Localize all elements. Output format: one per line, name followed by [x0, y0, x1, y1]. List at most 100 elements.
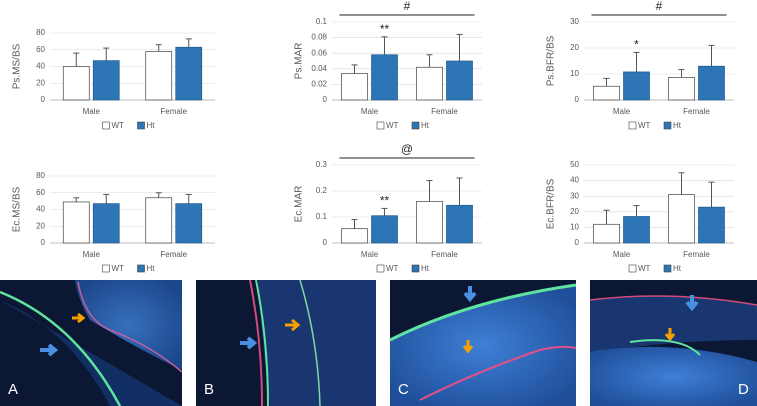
- legend-swatch: [411, 121, 420, 130]
- y-tick-label: 0.3: [316, 160, 328, 169]
- significance-mark: #: [404, 0, 411, 13]
- legend-swatch: [411, 264, 420, 273]
- x-tick-label: Female: [431, 250, 458, 259]
- significance-mark: **: [380, 22, 390, 36]
- y-tick-label: 60: [36, 188, 45, 197]
- legend-label: WT: [112, 121, 125, 130]
- y-axis-label: Ps.MAR: [294, 43, 305, 80]
- bar: [623, 71, 650, 101]
- legend-swatch: [376, 121, 385, 130]
- y-tick-label: 0.02: [311, 80, 327, 89]
- bar: [371, 54, 398, 101]
- legend-label: WT: [386, 121, 399, 130]
- x-tick-label: Female: [160, 250, 187, 259]
- y-tick-label: 0: [323, 95, 328, 104]
- bar: [593, 223, 620, 244]
- bar: [416, 201, 443, 244]
- legend-swatch: [628, 264, 637, 273]
- image-label: C: [398, 381, 409, 398]
- bar: [698, 65, 725, 101]
- y-tick-label: 30: [570, 191, 579, 200]
- bar: [446, 204, 473, 244]
- image-c: [389, 280, 577, 406]
- y-tick-label: 10: [570, 69, 579, 78]
- bar: [145, 51, 173, 101]
- y-tick-label: 20: [570, 43, 579, 52]
- y-tick-label: 30: [570, 17, 579, 26]
- legend-swatch: [137, 264, 145, 273]
- significance-mark: @: [401, 142, 413, 156]
- y-tick-label: 20: [36, 78, 45, 87]
- x-tick-label: Female: [683, 107, 710, 116]
- x-tick-label: Female: [431, 107, 458, 116]
- significance-mark: *: [634, 38, 639, 52]
- x-tick-label: Male: [361, 250, 379, 259]
- y-tick-label: 0.2: [316, 186, 328, 195]
- y-tick-label: 0: [575, 95, 580, 104]
- legend-label: Ht: [147, 264, 156, 273]
- y-tick-label: 0.04: [311, 64, 327, 73]
- bar: [145, 197, 173, 244]
- x-tick-label: Male: [361, 107, 379, 116]
- bar: [341, 228, 368, 244]
- y-tick-label: 80: [36, 171, 45, 180]
- y-axis-label: Ps.MS/BS: [12, 43, 23, 89]
- x-tick-label: Male: [613, 107, 631, 116]
- y-tick-label: 0.08: [311, 33, 327, 42]
- significance-mark: #: [656, 0, 663, 13]
- bar: [341, 73, 368, 101]
- legend-swatch: [137, 121, 145, 130]
- y-axis-label: Ps.BFR/BS: [546, 35, 557, 86]
- bar: [593, 85, 620, 101]
- y-tick-label: 50: [570, 160, 579, 169]
- bar: [416, 66, 443, 101]
- legend-label: Ht: [421, 121, 430, 130]
- bar: [371, 215, 398, 244]
- y-tick-label: 0: [323, 238, 328, 247]
- y-axis-label: Ec.BFR/BS: [546, 178, 557, 229]
- image-d: [589, 280, 757, 406]
- y-tick-label: 60: [36, 45, 45, 54]
- bar: [698, 206, 725, 244]
- legend-label: WT: [638, 121, 651, 130]
- bar: [668, 77, 695, 101]
- legend-label: WT: [112, 264, 125, 273]
- bar: [623, 216, 650, 244]
- legend-label: WT: [386, 264, 399, 273]
- y-tick-label: 0.1: [316, 212, 328, 221]
- y-tick-label: 40: [570, 176, 579, 185]
- bar: [175, 203, 203, 244]
- image-b: [196, 279, 376, 406]
- y-axis-label: Ec.MS/BS: [12, 186, 23, 232]
- x-tick-label: Male: [83, 250, 101, 259]
- y-tick-label: 80: [36, 28, 45, 37]
- bar: [92, 203, 120, 244]
- x-tick-label: Female: [160, 107, 187, 116]
- y-tick-label: 0: [41, 95, 46, 104]
- legend-swatch: [376, 264, 385, 273]
- significance-mark: **: [380, 194, 390, 208]
- image-label: D: [738, 381, 749, 398]
- y-tick-label: 0.1: [316, 17, 328, 26]
- legend-swatch: [102, 121, 110, 130]
- y-tick-label: 40: [36, 205, 45, 214]
- x-tick-label: Female: [683, 250, 710, 259]
- legend-swatch: [663, 121, 672, 130]
- y-axis-label: Ec.MAR: [294, 186, 305, 223]
- legend-swatch: [102, 264, 110, 273]
- image-label: B: [204, 381, 214, 398]
- y-tick-label: 0.06: [311, 48, 327, 57]
- bar: [62, 201, 90, 244]
- legend-label: Ht: [421, 264, 430, 273]
- bar: [175, 46, 203, 101]
- y-tick-label: 10: [570, 223, 579, 232]
- bar: [668, 194, 695, 244]
- bar: [446, 60, 473, 101]
- x-tick-label: Male: [613, 250, 631, 259]
- y-tick-label: 0: [575, 238, 580, 247]
- legend-swatch: [628, 121, 637, 130]
- y-tick-label: 40: [36, 62, 45, 71]
- image-a: [0, 280, 183, 406]
- legend-swatch: [663, 264, 672, 273]
